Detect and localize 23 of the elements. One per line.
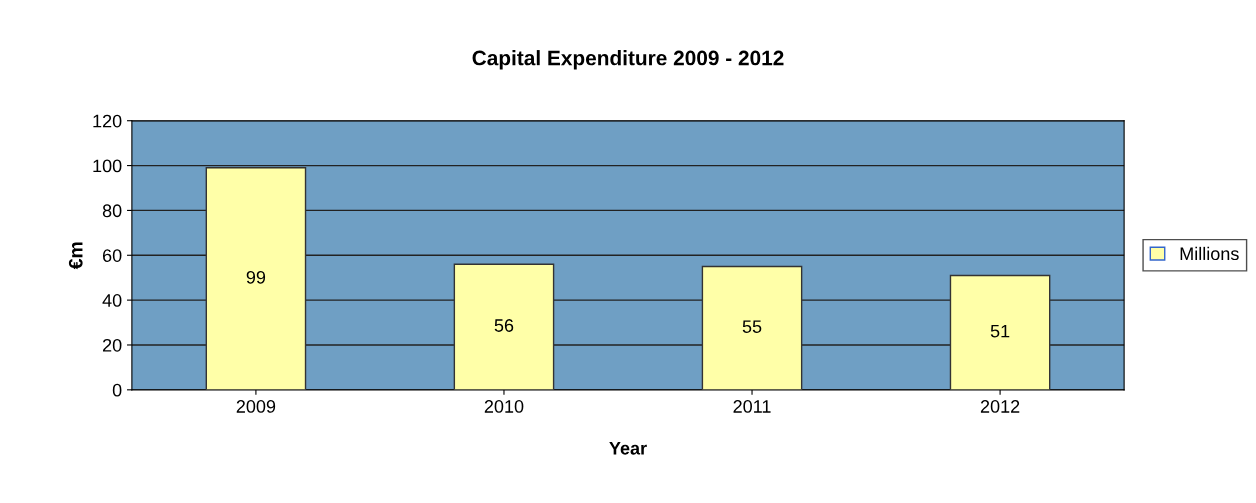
data-label: 56 <box>494 319 514 332</box>
x-tick-label: 2010 <box>484 400 524 413</box>
y-tick-label: 0 <box>112 383 122 397</box>
x-tick-label: 2009 <box>236 400 276 413</box>
y-tick-label: 120 <box>93 114 122 128</box>
y-tick-label: 80 <box>102 204 122 218</box>
bar <box>205 167 307 390</box>
data-label: 55 <box>742 320 762 333</box>
chart-title: Capital Expenditure 2009 - 2012 <box>472 50 784 70</box>
data-label: 51 <box>990 324 1010 338</box>
data-label: 99 <box>246 270 266 284</box>
x-tick-label: 2011 <box>733 400 771 413</box>
x-tick-label: 2012 <box>980 400 1020 413</box>
bar <box>701 265 803 390</box>
y-tick-label: 20 <box>102 338 122 352</box>
y-axis-title: €m <box>68 242 83 270</box>
y-tick-label: 100 <box>93 159 122 173</box>
y-tick-label: 40 <box>102 294 122 307</box>
bar <box>453 263 555 390</box>
x-axis-title: Year <box>609 442 647 455</box>
bar <box>949 274 1051 390</box>
legend-label: Millions <box>1180 246 1239 261</box>
y-tick-label: 60 <box>102 249 122 262</box>
